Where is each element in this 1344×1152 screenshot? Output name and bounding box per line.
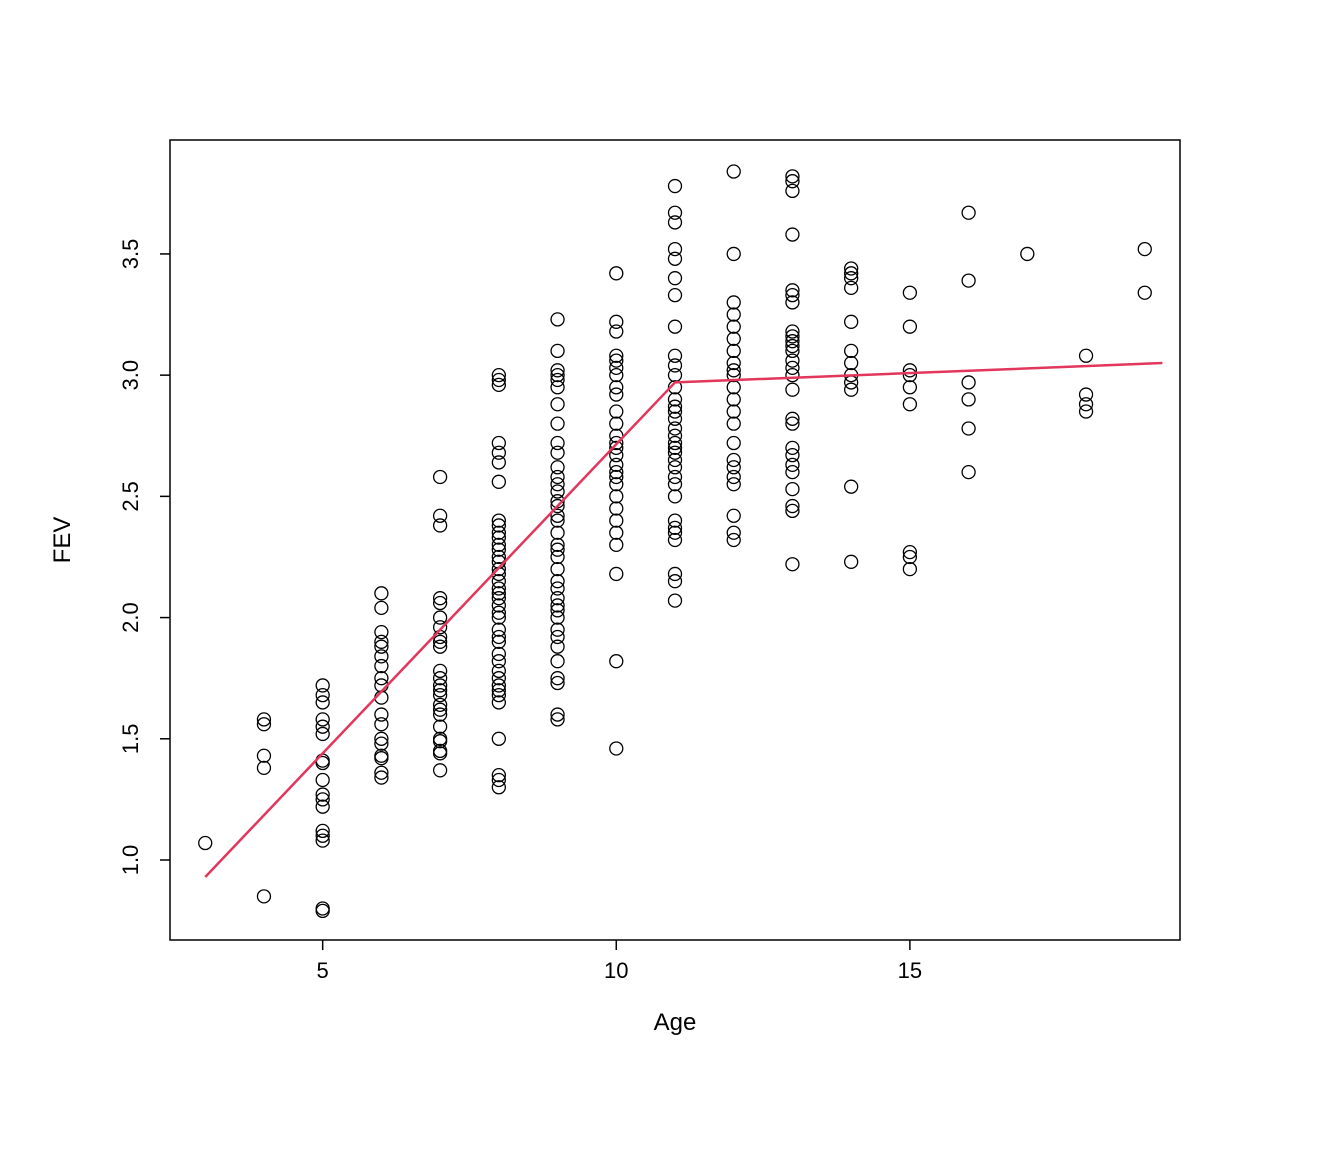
y-tick-label: 1.5 bbox=[118, 723, 143, 754]
x-tick-label: 5 bbox=[317, 958, 329, 983]
y-tick-label: 2.5 bbox=[118, 481, 143, 512]
x-axis-label: Age bbox=[654, 1009, 697, 1036]
y-tick-label: 3.0 bbox=[118, 360, 143, 391]
x-tick-label: 15 bbox=[898, 958, 922, 983]
y-tick-label: 2.0 bbox=[118, 602, 143, 633]
y-tick-label: 3.5 bbox=[118, 239, 143, 270]
x-tick-label: 10 bbox=[604, 958, 628, 983]
y-tick-label: 1.0 bbox=[118, 845, 143, 876]
scatter-chart: 5 10 15 1.0 1.5 2.0 2.5 3.0 3.5 Age FEV bbox=[0, 0, 1344, 1152]
y-axis-label: FEV bbox=[49, 517, 76, 564]
chart-svg: 5 10 15 1.0 1.5 2.0 2.5 3.0 3.5 Age FEV bbox=[0, 0, 1344, 1152]
